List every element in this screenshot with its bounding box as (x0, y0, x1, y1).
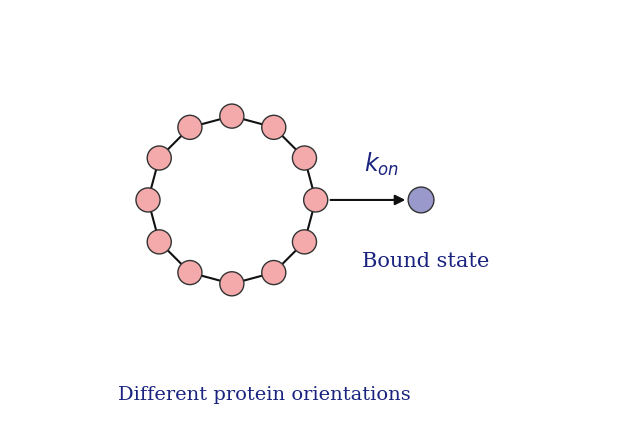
Circle shape (220, 272, 244, 296)
Text: $k_{on}$: $k_{on}$ (364, 151, 399, 178)
Circle shape (178, 261, 202, 285)
Text: Bound state: Bound state (362, 252, 489, 270)
Circle shape (136, 188, 160, 212)
Circle shape (292, 230, 317, 254)
Text: Different protein orientations: Different protein orientations (118, 386, 411, 404)
Circle shape (262, 261, 286, 285)
Circle shape (147, 230, 172, 254)
Circle shape (147, 146, 172, 170)
Circle shape (178, 115, 202, 139)
Circle shape (292, 146, 317, 170)
Circle shape (262, 115, 286, 139)
Circle shape (303, 188, 328, 212)
Circle shape (408, 187, 434, 213)
Circle shape (220, 104, 244, 128)
